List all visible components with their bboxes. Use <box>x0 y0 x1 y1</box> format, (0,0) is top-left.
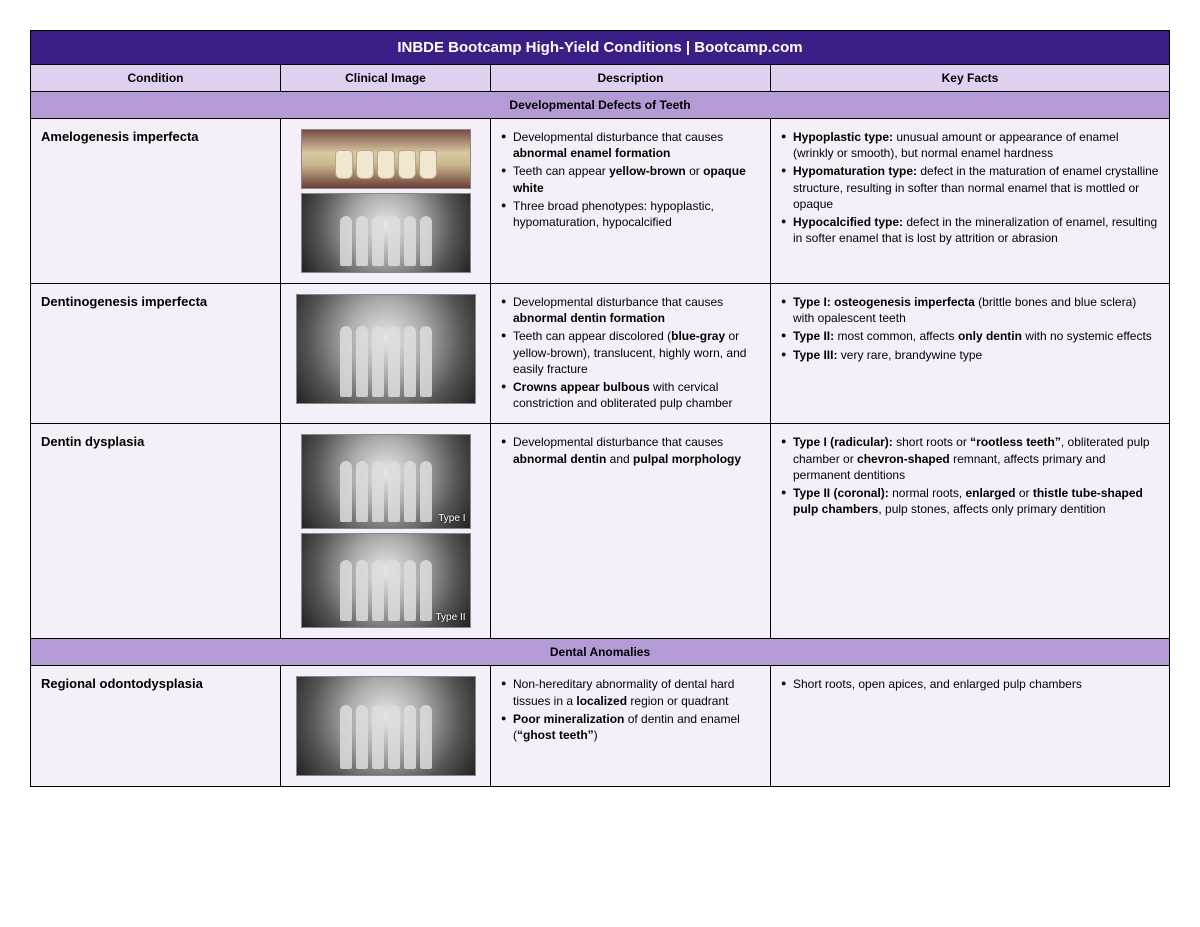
clinical-image-stack <box>291 294 480 404</box>
conditions-table: INBDE Bootcamp High-Yield Conditions | B… <box>30 30 1170 787</box>
section-heading: Dental Anomalies <box>31 639 1169 666</box>
table-body: Developmental Defects of TeethAmelogenes… <box>31 92 1169 786</box>
clinical-image-stack <box>291 676 480 776</box>
keyfact-item: Short roots, open apices, and enlarged p… <box>781 676 1159 692</box>
col-header-description: Description <box>491 65 771 91</box>
description-list: Non-hereditary abnormality of dental har… <box>501 676 760 743</box>
description-item: Poor mineralization of dentin and enamel… <box>501 711 760 743</box>
table-header-row: Condition Clinical Image Description Key… <box>31 65 1169 92</box>
keyfact-item: Type II (coronal): normal roots, enlarge… <box>781 485 1159 517</box>
clinical-image-placeholder <box>301 193 471 273</box>
section-heading: Developmental Defects of Teeth <box>31 92 1169 119</box>
keyfacts-list: Short roots, open apices, and enlarged p… <box>781 676 1159 692</box>
col-header-facts: Key Facts <box>771 65 1169 91</box>
description-item: Developmental disturbance that causes ab… <box>501 294 760 326</box>
description-item: Three broad phenotypes: hypoplastic, hyp… <box>501 198 760 230</box>
image-caption: Type I <box>438 513 465 524</box>
description-item: Teeth can appear discolored (blue-gray o… <box>501 328 760 377</box>
description-item: Crowns appear bulbous with cervical cons… <box>501 379 760 411</box>
clinical-image-stack <box>291 129 480 273</box>
condition-name: Regional odontodysplasia <box>41 676 270 691</box>
table-row: Dentin dysplasia Type I Type II Development… <box>31 424 1169 639</box>
description-item: Non-hereditary abnormality of dental har… <box>501 676 760 708</box>
clinical-image-placeholder: Type I <box>301 434 471 529</box>
keyfact-item: Type I (radicular): short roots or “root… <box>781 434 1159 483</box>
col-header-condition: Condition <box>31 65 281 91</box>
condition-name: Dentinogenesis imperfecta <box>41 294 270 309</box>
description-item: Teeth can appear yellow-brown or opaque … <box>501 163 760 195</box>
col-header-image: Clinical Image <box>281 65 491 91</box>
keyfact-item: Hypoplastic type: unusual amount or appe… <box>781 129 1159 161</box>
description-list: Developmental disturbance that causes ab… <box>501 294 760 411</box>
keyfact-item: Hypocalcified type: defect in the minera… <box>781 214 1159 246</box>
keyfact-item: Type I: osteogenesis imperfecta (brittle… <box>781 294 1159 326</box>
table-row: Regional odontodysplasia Non-hereditary a… <box>31 666 1169 786</box>
table-title: INBDE Bootcamp High-Yield Conditions | B… <box>31 31 1169 65</box>
clinical-image-placeholder <box>296 676 476 776</box>
keyfact-item: Type II: most common, affects only denti… <box>781 328 1159 344</box>
keyfact-item: Type III: very rare, brandywine type <box>781 347 1159 363</box>
condition-name: Dentin dysplasia <box>41 434 270 449</box>
table-row: Dentinogenesis imperfecta Developmental d… <box>31 284 1169 424</box>
clinical-image-placeholder <box>301 129 471 189</box>
table-row: Amelogenesis imperfecta Developmental dis… <box>31 119 1169 284</box>
clinical-image-placeholder: Type II <box>301 533 471 628</box>
keyfacts-list: Type I (radicular): short roots or “root… <box>781 434 1159 517</box>
description-list: Developmental disturbance that causes ab… <box>501 434 760 466</box>
keyfacts-list: Hypoplastic type: unusual amount or appe… <box>781 129 1159 246</box>
keyfacts-list: Type I: osteogenesis imperfecta (brittle… <box>781 294 1159 363</box>
clinical-image-stack: Type I Type II <box>291 434 480 628</box>
description-list: Developmental disturbance that causes ab… <box>501 129 760 230</box>
clinical-image-placeholder <box>296 294 476 404</box>
image-caption: Type II <box>435 612 465 623</box>
description-item: Developmental disturbance that causes ab… <box>501 434 760 466</box>
keyfact-item: Hypomaturation type: defect in the matur… <box>781 163 1159 212</box>
condition-name: Amelogenesis imperfecta <box>41 129 270 144</box>
description-item: Developmental disturbance that causes ab… <box>501 129 760 161</box>
